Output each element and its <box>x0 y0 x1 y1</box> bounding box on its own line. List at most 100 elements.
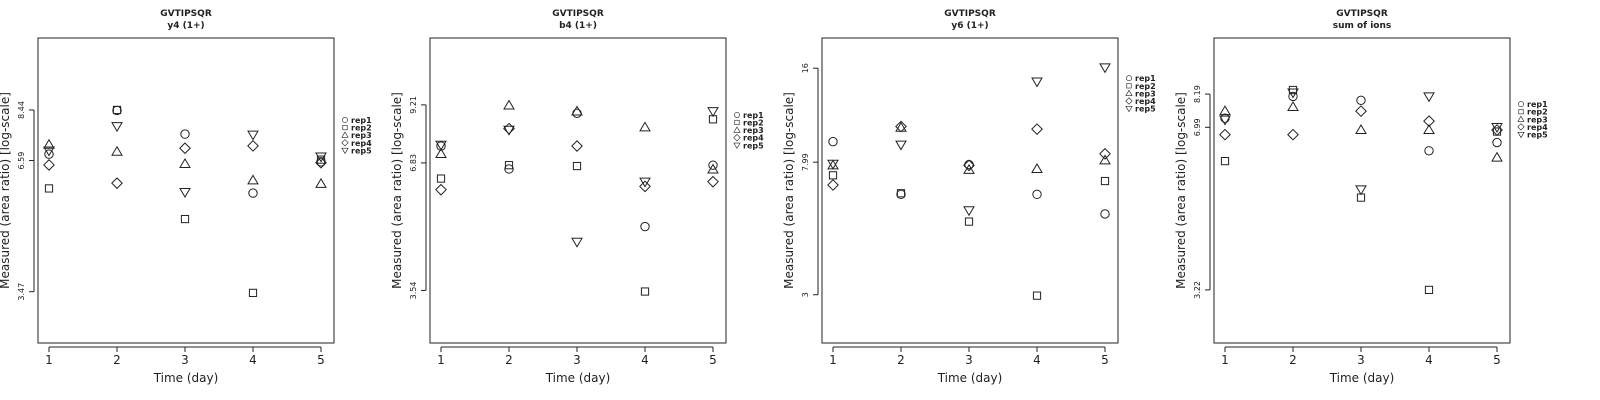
x-tick-label: 4 <box>1033 353 1041 367</box>
data-point <box>1099 154 1111 165</box>
y-tick-label: 3 <box>801 292 810 297</box>
data-point <box>827 159 839 170</box>
data-point <box>1492 137 1502 148</box>
legend-label: rep5 <box>1527 130 1548 139</box>
legend-marker <box>733 134 741 142</box>
data-point <box>1219 105 1231 116</box>
data-point <box>827 159 839 170</box>
data-point <box>895 120 907 133</box>
series-rep4 <box>435 122 719 196</box>
data-point <box>963 159 975 172</box>
x-tick-label: 2 <box>897 353 905 367</box>
series-rep5 <box>435 107 719 248</box>
data-point <box>1355 185 1367 196</box>
data-point <box>828 171 838 180</box>
data-point <box>247 174 259 185</box>
data-point <box>1099 63 1111 74</box>
data-point <box>248 188 258 198</box>
data-point <box>1423 124 1435 135</box>
legend-marker <box>1518 101 1524 107</box>
data-point <box>43 159 55 171</box>
data-point <box>707 107 719 118</box>
data-point <box>504 161 514 170</box>
series-rep5 <box>1219 88 1503 196</box>
data-point <box>504 164 514 174</box>
x-tick-label: 4 <box>249 353 257 367</box>
y-tick-label: 16 <box>801 63 810 73</box>
scatter-panel-2: GVTIPSQR b4 (1+) 1 2 3 4 5 Time (day) 9.21 6.83 3.… <box>390 9 764 385</box>
legend-marker <box>1517 115 1525 122</box>
data-point <box>247 130 259 141</box>
legend-marker <box>1517 131 1525 139</box>
data-point <box>1288 85 1298 95</box>
series-rep2 <box>436 115 718 296</box>
data-point <box>1287 128 1299 141</box>
data-point <box>1287 101 1299 112</box>
data-point <box>315 177 327 188</box>
data-point <box>248 288 258 297</box>
x-axis-label: Time (day) <box>153 371 219 385</box>
data-point <box>1287 88 1299 99</box>
data-point <box>639 177 651 188</box>
data-point <box>43 138 55 149</box>
legend-marker <box>341 131 349 138</box>
legend-label: rep3 <box>351 131 372 140</box>
data-point <box>572 161 582 171</box>
series-rep3 <box>43 138 327 188</box>
data-point <box>895 121 907 132</box>
legend-label: rep1 <box>1527 100 1548 109</box>
legend-label: rep5 <box>351 146 372 155</box>
scatter-panel-1: GVTIPSQR y4 (1+) 1 2 3 4 5 Time (day) 8.44 6.59 3.… <box>0 9 372 385</box>
legend-marker <box>341 139 349 147</box>
data-point <box>571 140 583 152</box>
legend-label: rep2 <box>351 124 372 133</box>
data-point <box>1491 124 1503 136</box>
data-point <box>1100 176 1110 186</box>
y-tick-label: 8.44 <box>17 101 26 119</box>
data-point <box>707 175 719 188</box>
legend-label: rep3 <box>1527 115 1548 124</box>
series-rep1 <box>44 105 326 198</box>
legend-label: rep2 <box>1527 108 1548 117</box>
data-point <box>1099 147 1111 160</box>
series-rep1 <box>828 136 1110 219</box>
x-tick-label: 1 <box>45 353 53 367</box>
legend-marker <box>733 142 741 149</box>
legend-label: rep5 <box>1135 105 1156 114</box>
data-point <box>1219 115 1231 126</box>
data-point <box>435 148 447 159</box>
data-point <box>1491 151 1503 162</box>
data-point <box>43 146 55 157</box>
x-tick-label: 5 <box>317 353 325 367</box>
x-tick-label: 1 <box>1221 353 1229 367</box>
chart-subtitle: y6 (1+) <box>951 21 988 31</box>
legend-marker <box>342 117 348 123</box>
chart-title: GVTIPSQR <box>160 9 212 19</box>
chart-subtitle: y4 (1+) <box>167 21 204 31</box>
y-tick-label: 8.19 <box>1193 85 1202 103</box>
series-rep1 <box>1220 91 1502 156</box>
legend-label: rep3 <box>1135 89 1156 98</box>
data-point <box>571 237 583 248</box>
data-point <box>963 206 975 217</box>
data-point <box>640 221 650 232</box>
legend-label: rep4 <box>1527 123 1548 132</box>
data-point <box>180 129 190 139</box>
x-tick-label: 3 <box>965 353 973 367</box>
x-tick-label: 5 <box>1493 353 1501 367</box>
legend-label: rep2 <box>743 118 764 127</box>
y-axis-label: Measured (area ratio) [log-scale] <box>1174 92 1188 289</box>
data-point <box>315 152 327 163</box>
legend-label: rep2 <box>1135 82 1156 91</box>
data-point <box>247 139 259 152</box>
data-point <box>1031 123 1043 136</box>
legend-label: rep4 <box>1135 97 1156 106</box>
data-point <box>1220 157 1230 166</box>
data-point <box>503 99 515 110</box>
data-point <box>179 158 191 168</box>
data-point <box>1032 291 1042 300</box>
data-point <box>503 125 515 136</box>
legend-marker <box>734 119 740 126</box>
